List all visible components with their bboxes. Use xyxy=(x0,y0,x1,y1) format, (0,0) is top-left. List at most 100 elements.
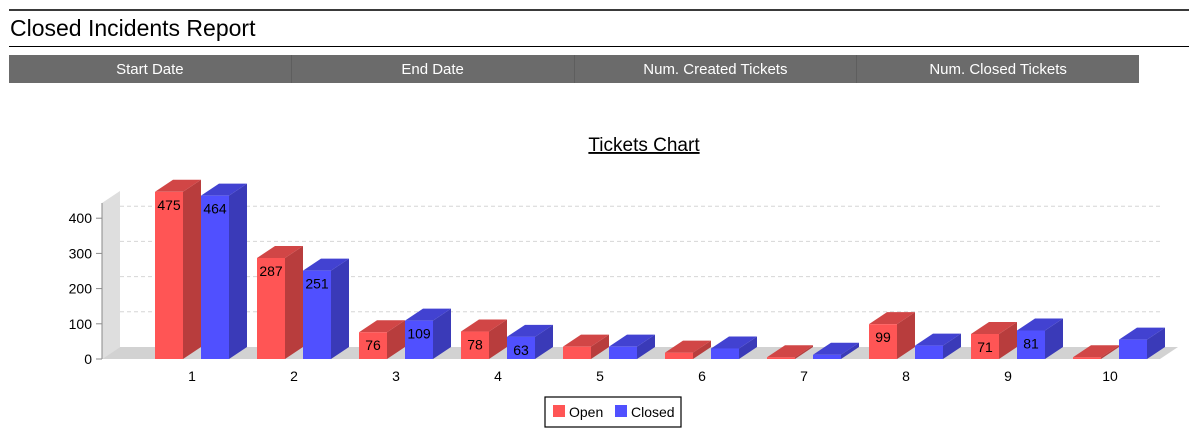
page-title: Closed Incidents Report xyxy=(10,15,256,41)
y-tick-label: 200 xyxy=(69,281,93,297)
bar-closed-5 xyxy=(609,334,655,359)
bar-value-label: 81 xyxy=(1023,335,1039,351)
bar-open-9: 71 xyxy=(971,322,1017,359)
bar-top xyxy=(563,334,609,347)
table-header: Start Date End Date Num. Created Tickets… xyxy=(9,55,1139,83)
column-header-end-date[interactable]: End Date xyxy=(292,55,575,83)
bar-side xyxy=(489,319,507,359)
bar-top xyxy=(405,308,451,321)
x-tick-label: 5 xyxy=(596,368,604,384)
bar-closed-10 xyxy=(1119,327,1165,359)
bar-side xyxy=(229,183,247,359)
bar-open-5 xyxy=(563,334,609,359)
bar-value-label: 71 xyxy=(977,339,993,355)
bar-top xyxy=(767,345,813,358)
x-tick-label: 6 xyxy=(698,368,706,384)
bar-side xyxy=(433,308,451,359)
column-header-created-tickets[interactable]: Num. Created Tickets xyxy=(575,55,858,83)
bar-value-label: 287 xyxy=(259,263,283,279)
bar-value-label: 63 xyxy=(513,342,529,358)
bar-open-10 xyxy=(1073,345,1119,359)
bar-front xyxy=(257,257,285,359)
bar-front xyxy=(609,346,637,359)
bar-top xyxy=(461,319,507,332)
x-tick-label: 7 xyxy=(800,368,808,384)
bar-top xyxy=(1119,327,1165,340)
bar-front xyxy=(201,195,229,359)
bar-closed-3: 109 xyxy=(405,308,451,359)
bar-open-3: 76 xyxy=(359,320,405,359)
bar-value-label: 76 xyxy=(365,337,381,353)
bar-side xyxy=(943,333,961,359)
bar-top xyxy=(303,258,349,271)
bar-side xyxy=(387,320,405,359)
y-tick-label: 400 xyxy=(69,210,93,226)
bar-side xyxy=(897,312,915,359)
bar-open-4: 78 xyxy=(461,319,507,359)
bar-front xyxy=(155,191,183,359)
bar-side xyxy=(841,342,859,359)
bar-top xyxy=(507,324,553,337)
x-tick-label: 2 xyxy=(290,368,298,384)
bar-closed-1: 464 xyxy=(201,183,247,359)
bar-value-label: 109 xyxy=(407,326,431,342)
bar-front xyxy=(563,346,591,359)
y-tick-label: 0 xyxy=(84,351,92,367)
bar-top xyxy=(201,183,247,196)
bar-closed-7 xyxy=(813,342,859,359)
bar-top xyxy=(813,342,859,355)
x-tick-label: 10 xyxy=(1102,368,1118,384)
bar-value-label: 78 xyxy=(467,337,483,353)
y-tick-label: 300 xyxy=(69,245,93,261)
bar-top xyxy=(1017,318,1063,331)
bar-open-1: 475 xyxy=(155,179,201,359)
column-header-start-date[interactable]: Start Date xyxy=(9,55,292,83)
bar-side xyxy=(999,322,1017,359)
bar-closed-9: 81 xyxy=(1017,318,1063,359)
top-rule xyxy=(9,9,1189,11)
bar-side xyxy=(1147,327,1165,359)
bar-front xyxy=(359,332,387,359)
column-header-closed-tickets[interactable]: Num. Closed Tickets xyxy=(929,60,1067,78)
bar-side xyxy=(535,324,553,359)
bar-top xyxy=(1073,345,1119,358)
bar-side xyxy=(331,258,349,359)
y-tick-label: 100 xyxy=(69,316,93,332)
bar-open-6 xyxy=(665,340,711,359)
bar-front xyxy=(303,270,331,359)
bar-side xyxy=(183,179,201,359)
x-tick-label: 9 xyxy=(1004,368,1012,384)
x-tick-label: 4 xyxy=(494,368,502,384)
x-tick-label: 1 xyxy=(188,368,196,384)
bar-front xyxy=(507,336,535,359)
bar-value-label: 475 xyxy=(157,197,181,213)
bar-side xyxy=(1045,318,1063,359)
bar-front xyxy=(405,320,433,359)
chart-legend: Open Closed xyxy=(544,396,682,428)
bar-value-label: 464 xyxy=(203,201,227,217)
bar-top xyxy=(257,245,303,258)
bar-closed-4: 63 xyxy=(507,324,553,359)
bar-top xyxy=(971,322,1017,335)
bar-top xyxy=(665,340,711,353)
bar-top xyxy=(711,336,757,349)
x-tick-label: 8 xyxy=(902,368,910,384)
legend-label-open: Open xyxy=(569,404,603,420)
legend-label-closed: Closed xyxy=(631,404,675,420)
bar-front xyxy=(1073,357,1101,359)
bar-front xyxy=(711,348,739,359)
legend-box xyxy=(544,396,682,428)
bar-front xyxy=(767,357,795,359)
bar-front xyxy=(869,324,897,359)
bar-front xyxy=(461,331,489,359)
bar-side xyxy=(591,334,609,359)
bar-front xyxy=(813,354,841,359)
bar-front xyxy=(915,345,943,359)
bar-top xyxy=(915,333,961,346)
bar-side xyxy=(795,345,813,359)
bar-front xyxy=(1119,339,1147,359)
bar-value-label: 99 xyxy=(875,329,891,345)
chart-side-wall xyxy=(102,191,120,359)
bar-side xyxy=(637,334,655,359)
